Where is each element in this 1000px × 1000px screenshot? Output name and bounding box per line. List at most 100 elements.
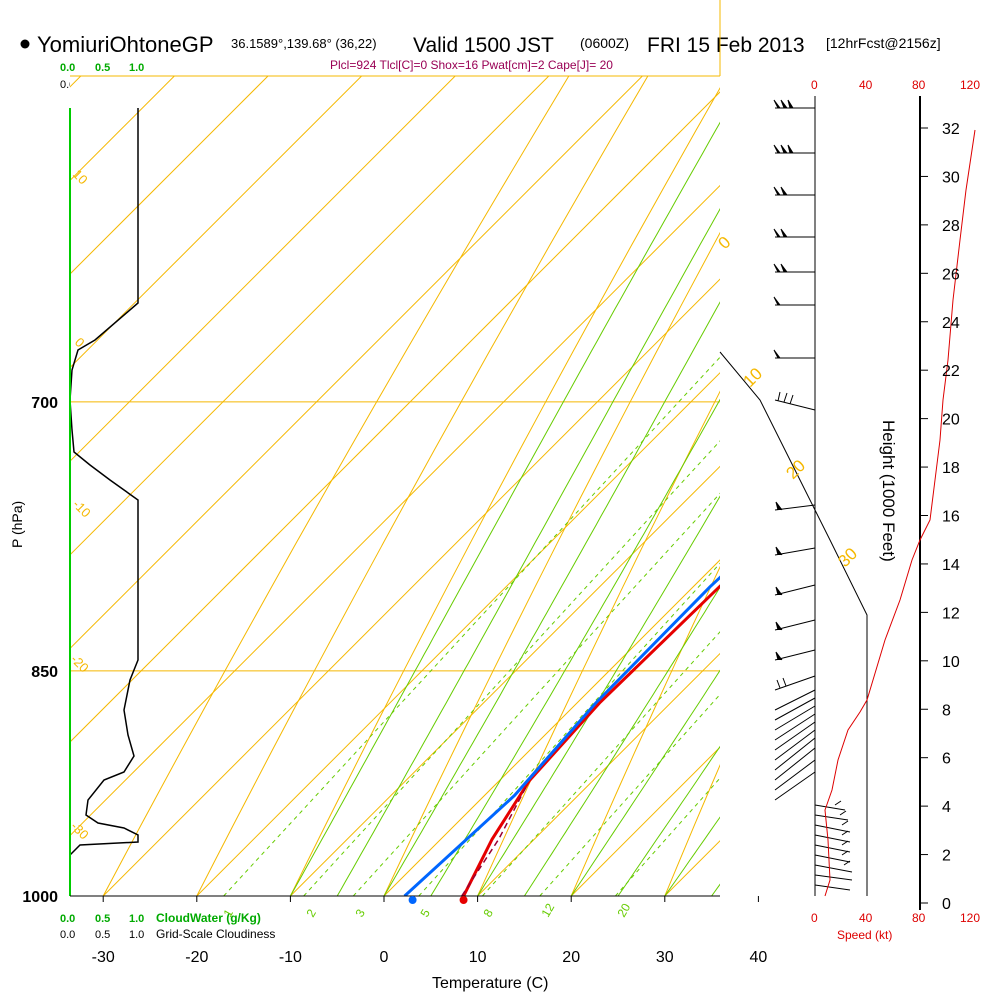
parcel-line xyxy=(461,786,527,896)
speed-tick-bot-3: 120 xyxy=(960,911,980,925)
surface-temperature-marker xyxy=(459,896,468,904)
header-forecast: [12hrFcst@2156z] xyxy=(826,35,941,51)
x-axis-title: Temperature (C) xyxy=(432,975,548,992)
speed-axis: 0 40 80 120 0 40 80 120 Speed (kt) xyxy=(811,78,980,942)
speed-tick-top-0: 0 xyxy=(811,78,818,92)
speed-profile-line xyxy=(824,129,976,897)
temperature-line xyxy=(462,584,720,896)
height-tick-label: 24 xyxy=(942,315,960,332)
wind-barbs xyxy=(773,99,853,891)
height-tick-label: 6 xyxy=(942,751,951,768)
dry-adiabat xyxy=(289,87,720,896)
x-tick-label: -30 xyxy=(92,949,115,966)
cloud-tick-bot-1: 0.5 xyxy=(95,913,110,925)
height-tick-label: 28 xyxy=(942,218,960,235)
moist-adiabat xyxy=(336,208,720,896)
header-date: FRI 15 Feb 2013 xyxy=(647,34,805,57)
moist-adiabat xyxy=(383,301,720,896)
mixing-label-2: 3 xyxy=(352,906,368,919)
cloud-profile-line xyxy=(69,108,139,856)
cloud-tick-top-1: 0.5 xyxy=(95,62,110,74)
mixing-label-5: 12 xyxy=(538,901,557,920)
height-tick-label: 20 xyxy=(942,412,960,429)
pressure-tick-label: 1000 xyxy=(22,889,58,906)
moist-adiabat xyxy=(570,669,720,896)
cloudiness-tick-bot-1: 0.5 xyxy=(95,929,110,941)
x-tick-label: -10 xyxy=(279,949,302,966)
isotherm-line xyxy=(852,0,1000,896)
thermo-grid xyxy=(70,0,1000,964)
height-tick-label: 8 xyxy=(942,702,951,719)
speed-tick-bot-2: 80 xyxy=(912,911,926,925)
pressure-tick-label: 700 xyxy=(31,395,58,412)
height-tick-label: 32 xyxy=(942,121,960,138)
cloud-axis-bottom: 0.0 0.5 1.0 CloudWater (g/Kg) 0.0 0.5 1.… xyxy=(60,911,275,941)
header-zulu: (0600Z) xyxy=(580,35,629,51)
pressure-axis: 2503004005007008501000 xyxy=(22,395,58,906)
moist-adiabat xyxy=(289,121,720,896)
dry-adiabat xyxy=(827,0,1000,964)
cloud-tick-top-0: 0.0 xyxy=(60,62,75,74)
isotherm-line xyxy=(70,76,644,650)
header-station: YomiuriOhtoneGP xyxy=(37,32,214,57)
mixing-label-1: 2 xyxy=(303,906,319,919)
surface-dewpoint-marker xyxy=(408,896,417,904)
height-tick-label: 26 xyxy=(942,266,960,283)
wind-panel-boundary xyxy=(719,351,868,896)
dry-adiabat xyxy=(732,0,1000,964)
dry-adiabat xyxy=(664,764,720,896)
speed-axis-title: Speed (kt) xyxy=(837,928,892,942)
moist-adiabat xyxy=(430,398,720,896)
isotherm-line xyxy=(383,559,720,896)
height-tick-label: 12 xyxy=(942,605,960,622)
height-tick-label: 16 xyxy=(942,509,960,526)
cloud-tick-bot-2: 1.0 xyxy=(129,913,144,925)
height-tick-label: 22 xyxy=(942,363,960,380)
height-tick-label: 18 xyxy=(942,460,960,477)
header-valid: Valid 1500 JST xyxy=(413,34,554,57)
height-tick-label: 4 xyxy=(942,799,951,816)
dry-adiabat xyxy=(922,0,1000,964)
dry-adiabat xyxy=(383,231,720,896)
x-tick-label: 20 xyxy=(562,949,580,966)
height-tick-label: 10 xyxy=(942,654,960,671)
header-bullet xyxy=(20,39,30,49)
cloud-tick-top-2: 1.0 xyxy=(129,62,144,74)
x-tick-label: 40 xyxy=(750,949,768,966)
isotherm-line xyxy=(102,278,720,896)
moist-adiabat xyxy=(523,586,720,896)
dry-adiabat xyxy=(570,565,720,896)
height-axis-title: Height (1000 Feet) xyxy=(879,420,898,562)
pressure-tick-label: 850 xyxy=(31,664,58,681)
height-tick-label: 2 xyxy=(942,848,951,865)
isotherm-label-6: 10 xyxy=(739,364,766,391)
cloudiness-title: Grid-Scale Cloudiness xyxy=(156,927,275,941)
mixing-ratio-line xyxy=(539,693,720,896)
isotherm-label-7: 20 xyxy=(782,456,809,483)
mixing-label-4: 8 xyxy=(480,906,496,919)
header-coords: 36.1589°,139.68° (36,22) xyxy=(231,36,377,51)
height-tick-label: 30 xyxy=(942,169,960,186)
x-tick-label: 30 xyxy=(656,949,674,966)
y-axis-title: P (hPa) xyxy=(9,501,25,548)
temperature-axis: -30 -20 -10 0 10 20 30 40 xyxy=(70,895,768,966)
cloud-tick-bot-0: 0.0 xyxy=(60,913,75,925)
dry-adiabat xyxy=(196,76,649,896)
dry-adiabat xyxy=(102,76,570,896)
isotherm-line xyxy=(70,184,720,837)
sounding-series xyxy=(403,575,720,896)
height-tick-label: 0 xyxy=(942,896,951,913)
speed-tick-top-2: 80 xyxy=(912,78,926,92)
isotherm-label-8: 30 xyxy=(834,544,861,571)
indices-line: Plcl=924 Tlcl[C]=0 Shox=16 Pwat[cm]=2 Ca… xyxy=(330,58,613,72)
height-tick-label: 14 xyxy=(942,557,960,574)
mixing-label-3: 5 xyxy=(417,906,433,919)
isotherm-line xyxy=(290,465,720,896)
x-tick-label: 10 xyxy=(469,949,487,966)
plot-area xyxy=(70,76,720,896)
speed-tick-bot-0: 0 xyxy=(811,911,818,925)
cloudiness-tick-bot-0: 0.0 xyxy=(60,929,75,941)
cloud-axis-title: CloudWater (g/Kg) xyxy=(156,911,261,925)
